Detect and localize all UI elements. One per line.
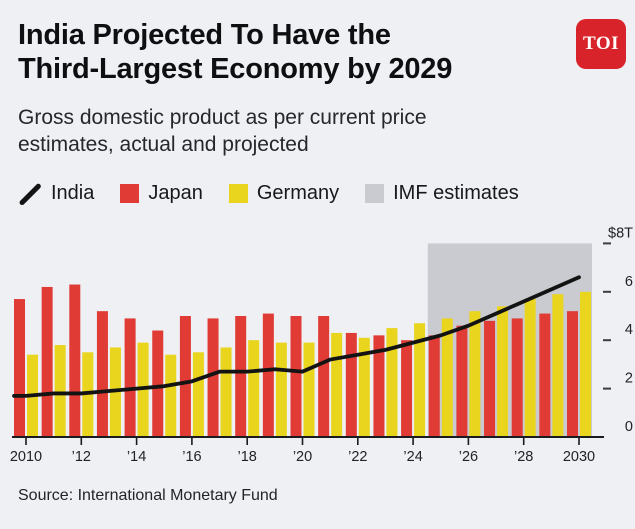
- legend-label-japan: Japan: [148, 182, 203, 204]
- bar-germany-2016: [192, 352, 204, 437]
- x-tick-label-2026: ’26: [459, 449, 478, 465]
- x-tick-label-2012: ’12: [72, 449, 91, 465]
- toi-logo: TOI: [576, 19, 626, 69]
- bar-japan-2022: [345, 332, 357, 437]
- legend-label-germany: Germany: [256, 182, 340, 204]
- bar-germany-2028: [524, 299, 536, 437]
- bar-germany-2020: [303, 342, 315, 437]
- x-tick-label-2010: 2010: [10, 449, 42, 465]
- legend-item-germany: Germany: [228, 182, 340, 205]
- chart-subtitle: Gross domestic product as per current pr…: [18, 104, 427, 158]
- germany-swatch-icon: [228, 184, 248, 203]
- bar-japan-2018: [235, 316, 247, 437]
- bar-germany-2026: [469, 311, 481, 437]
- bar-japan-2019: [262, 313, 274, 437]
- bar-japan-2028: [511, 318, 523, 437]
- bar-japan-2027: [484, 320, 496, 437]
- legend-label-india: India: [51, 182, 95, 204]
- y-tick-label-4: 4: [625, 322, 633, 338]
- bar-japan-2020: [290, 316, 302, 437]
- bar-japan-2026: [456, 325, 468, 437]
- bar-japan-2015: [152, 330, 164, 437]
- bar-germany-2011: [54, 345, 66, 437]
- x-tick-label-2020: ’20: [293, 449, 312, 465]
- bar-germany-2025: [441, 318, 453, 437]
- bar-japan-2023: [373, 335, 385, 437]
- title-line-1: India Projected To Have the: [18, 19, 391, 51]
- x-tick-label-2024: ’24: [403, 449, 422, 465]
- chart-legend: India Japan Germany IMF estimates: [18, 182, 519, 206]
- bar-japan-2029: [539, 313, 551, 437]
- bar-japan-2024: [401, 340, 413, 437]
- bar-germany-2024: [414, 323, 426, 437]
- toi-logo-text: TOI: [582, 33, 619, 54]
- bar-germany-2023: [386, 328, 398, 437]
- bar-germany-2019: [275, 342, 287, 437]
- y-tick-label-8: $8T: [608, 225, 633, 241]
- bar-japan-2021: [318, 316, 330, 437]
- bar-germany-2017: [220, 347, 232, 437]
- imf-estimates-swatch-icon: [365, 184, 385, 203]
- bar-germany-2030: [580, 291, 591, 437]
- bar-japan-2030: [567, 311, 578, 437]
- bar-japan-2012: [69, 284, 81, 437]
- japan-swatch-icon: [120, 184, 140, 203]
- subtitle-line-1: Gross domestic product as per current pr…: [18, 106, 427, 129]
- x-tick-label-2028: ’28: [514, 449, 533, 465]
- imf-projection-band: [427, 243, 592, 437]
- title-line-2: Third-Largest Economy by 2029: [18, 53, 453, 85]
- x-tick-label-2014: ’14: [127, 449, 146, 465]
- legend-item-japan: Japan: [120, 182, 203, 205]
- bar-japan-2011: [41, 286, 53, 437]
- bar-japan-2010: [14, 299, 25, 437]
- bar-japan-2014: [124, 318, 136, 437]
- bar-japan-2017: [207, 318, 219, 437]
- legend-item-india: India: [18, 182, 95, 206]
- bar-germany-2027: [497, 306, 509, 437]
- india-line-swatch-icon: [18, 182, 42, 206]
- y-tick-label-0: 0: [625, 419, 633, 435]
- bar-japan-2025: [428, 335, 440, 437]
- legend-label-imf-estimates: IMF estimates: [393, 182, 519, 204]
- x-tick-label-2018: ’18: [238, 449, 257, 465]
- source-note: Source: International Monetary Fund: [18, 487, 278, 504]
- y-tick-label-2: 2: [625, 371, 633, 387]
- bar-germany-2015: [165, 354, 177, 437]
- india-gdp-line: [12, 275, 581, 398]
- bar-japan-2013: [96, 311, 108, 437]
- bar-germany-2018: [248, 340, 260, 437]
- x-tick-label-2016: ’16: [182, 449, 201, 465]
- bar-germany-2022: [358, 337, 370, 437]
- bar-germany-2029: [552, 294, 564, 437]
- page-title: India Projected To Have the Third-Larges…: [18, 18, 452, 86]
- gdp-chart: 2010 ’12 ’14 ’16 ’18 ’20 ’22 ’24 ’26 ’28 2030 0 2 4 6 $…: [10, 225, 633, 465]
- y-tick-label-6: 6: [625, 274, 633, 290]
- legend-item-imf-estimates: IMF estimates: [365, 182, 519, 205]
- x-tick-label-2030: 2030: [563, 449, 595, 465]
- bar-germany-2021: [331, 332, 343, 437]
- x-tick-label-2022: ’22: [348, 449, 367, 465]
- subtitle-line-2: estimates, actual and projected: [18, 133, 309, 156]
- bar-japan-2016: [179, 316, 191, 437]
